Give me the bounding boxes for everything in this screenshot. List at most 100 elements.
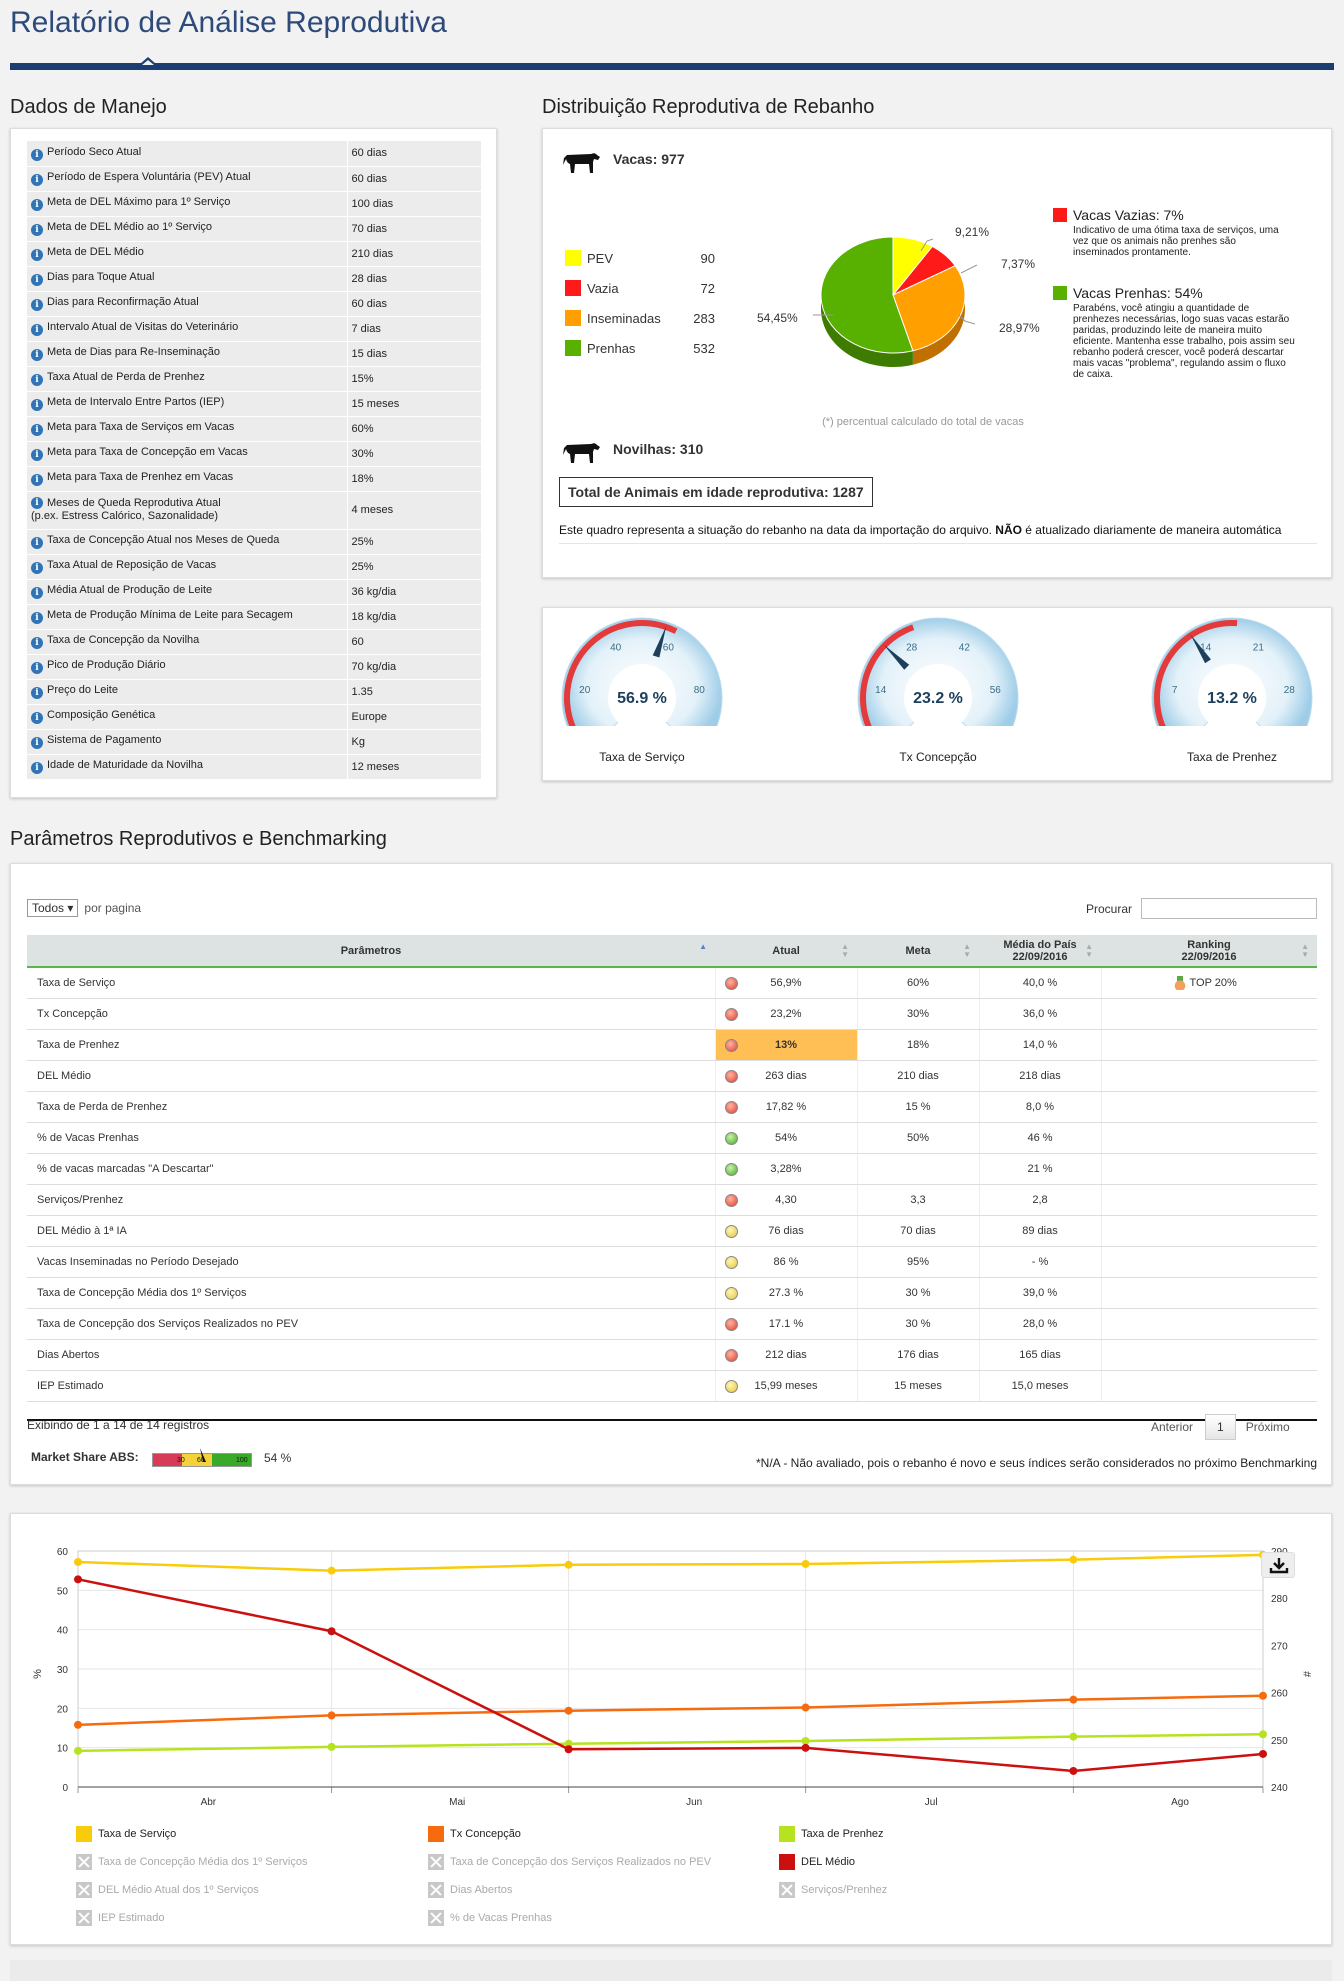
series-point[interactable] <box>74 1558 82 1567</box>
col-atual[interactable]: Atual ▲ ▼ <box>715 935 857 968</box>
info-icon[interactable]: i <box>31 174 43 186</box>
table-row: % de vacas marcadas "A Descartar" 3,28% 21… <box>27 1153 1317 1185</box>
info-icon[interactable]: i <box>31 737 43 749</box>
series-point[interactable] <box>327 1566 336 1575</box>
cell-ranking <box>1100 1339 1317 1371</box>
series-point[interactable] <box>327 1711 336 1720</box>
cell-parametro: Serviços/Prenhez <box>27 1184 715 1216</box>
col-parametros[interactable]: Parâmetros ▲ <box>27 935 715 968</box>
manejo-row: i Preço do Leite 1.35 <box>27 679 481 705</box>
series-point[interactable] <box>1069 1695 1078 1704</box>
series-point[interactable] <box>564 1745 573 1754</box>
chart-legend-item[interactable]: Taxa de Concepção dos Serviços Realizado… <box>428 1854 711 1870</box>
search-input[interactable] <box>1141 898 1317 919</box>
gauge-needle <box>652 625 667 658</box>
series-point[interactable] <box>1259 1730 1267 1739</box>
info-icon[interactable]: i <box>31 324 43 336</box>
chart-legend-item[interactable]: Dias Abertos <box>428 1882 512 1898</box>
manejo-value: 60 dias <box>346 141 481 167</box>
pie-side <box>912 295 965 365</box>
col-meta[interactable]: Meta ▲ ▼ <box>857 935 979 968</box>
info-icon[interactable]: i <box>31 474 43 486</box>
info-icon[interactable]: i <box>31 349 43 361</box>
cell-media: 218 dias <box>978 1060 1101 1092</box>
gauge-label: Tx Concepção <box>899 750 977 764</box>
next-button[interactable]: Próximo <box>1245 1420 1290 1434</box>
series-point[interactable] <box>327 1627 336 1636</box>
manejo-label: i Média Atual de Produção de Leite <box>27 579 347 605</box>
series-point[interactable] <box>801 1703 810 1712</box>
table-row: % de Vacas Prenhas 54% 50% 46 % <box>27 1122 1317 1154</box>
chart-legend-item[interactable]: IEP Estimado <box>76 1910 164 1926</box>
chart-legend-item[interactable]: DEL Médio <box>779 1854 855 1870</box>
info-icon[interactable]: i <box>31 662 43 674</box>
table-row: Taxa de Concepção Média dos 1º Serviços 2… <box>27 1277 1317 1309</box>
manejo-value: 4 meses <box>346 491 481 530</box>
manejo-row: i Dias para Reconfirmação Atual 60 dias <box>27 291 481 317</box>
cell-parametro: Taxa de Concepção Média dos 1º Serviços <box>27 1277 715 1309</box>
chart-legend-item[interactable]: Taxa de Serviço <box>76 1826 176 1842</box>
info-icon[interactable]: i <box>31 424 43 436</box>
info-icon[interactable]: i <box>31 612 43 624</box>
info-icon[interactable]: i <box>31 399 43 411</box>
series-point[interactable] <box>564 1739 573 1748</box>
chart-legend-item[interactable]: Tx Concepção <box>428 1826 521 1842</box>
gauge-tick-label: 80 <box>694 685 706 696</box>
info-icon[interactable]: i <box>31 687 43 699</box>
info-icon[interactable]: i <box>31 762 43 774</box>
series-point[interactable] <box>801 1559 810 1568</box>
info-icon[interactable]: i <box>31 537 43 549</box>
manejo-row: i Idade de Maturidade da Novilha 12 meses <box>27 754 481 780</box>
series-point[interactable] <box>327 1742 336 1751</box>
cell-parametro: Taxa de Prenhez <box>27 1029 715 1061</box>
col-ranking[interactable]: Ranking 22/09/2016 ▲ ▼ <box>1101 935 1317 968</box>
cell-atual: 27.3 % <box>714 1277 857 1309</box>
series-point[interactable] <box>564 1560 573 1569</box>
info-icon[interactable]: i <box>31 497 43 509</box>
download-button[interactable] <box>1261 1552 1295 1578</box>
legend-swatch <box>428 1826 444 1842</box>
series-point[interactable] <box>74 1720 82 1729</box>
series-point[interactable] <box>1069 1732 1078 1741</box>
chart-legend-item[interactable]: Taxa de Concepção Média dos 1º Serviços <box>76 1854 307 1870</box>
pie-slice <box>820 236 914 354</box>
info-icon[interactable]: i <box>31 148 43 161</box>
chart-legend-item[interactable]: Taxa de Prenhez <box>779 1826 884 1842</box>
info-icon[interactable]: i <box>31 712 43 724</box>
info-icon[interactable]: i <box>31 299 43 311</box>
info-icon[interactable]: i <box>31 199 43 211</box>
cell-ranking <box>1100 1246 1317 1278</box>
info-icon[interactable]: i <box>31 637 43 649</box>
chart-legend-item[interactable]: % de Vacas Prenhas <box>428 1910 552 1926</box>
info-icon[interactable]: i <box>31 562 43 574</box>
series-point[interactable] <box>564 1706 573 1715</box>
info-icon[interactable]: i <box>31 587 43 599</box>
manejo-panel: i Período Seco Atual 60 dias i Período de Es… <box>10 128 497 798</box>
info-icon[interactable]: i <box>31 224 43 236</box>
series-point[interactable] <box>74 1575 82 1584</box>
chart-legend-item[interactable]: DEL Médio Atual dos 1º Serviços <box>76 1882 259 1898</box>
status-red-icon <box>724 977 738 990</box>
series-point[interactable] <box>1259 1749 1267 1758</box>
series-point[interactable] <box>801 1736 810 1745</box>
series-point[interactable] <box>1259 1691 1267 1700</box>
series-point[interactable] <box>74 1746 82 1755</box>
pie-leaders <box>813 238 978 325</box>
chart-legend-item[interactable]: Serviços/Prenhez <box>779 1882 887 1898</box>
series-point[interactable] <box>801 1743 810 1752</box>
series-point[interactable] <box>1069 1766 1078 1775</box>
status-green-icon <box>724 1162 738 1176</box>
info-icon[interactable]: i <box>31 449 43 461</box>
page-size-select[interactable]: Todos ▾ <box>27 899 79 917</box>
cell-atual: 212 dias <box>714 1339 857 1371</box>
series-point[interactable] <box>1069 1555 1078 1564</box>
col-media-pais[interactable]: Média do País 22/09/2016 ▲ ▼ <box>979 935 1101 968</box>
legend-swatch <box>779 1826 795 1842</box>
info-icon[interactable]: i <box>31 249 43 261</box>
y-tick-label: 40 <box>57 1626 69 1637</box>
page-1-button[interactable]: 1 <box>1205 1414 1236 1440</box>
info-icon[interactable]: i <box>31 374 43 386</box>
info-icon[interactable]: i <box>31 274 43 286</box>
prev-button[interactable]: Anterior <box>1151 1420 1194 1434</box>
gauge-tick-label: 14 <box>875 685 887 696</box>
